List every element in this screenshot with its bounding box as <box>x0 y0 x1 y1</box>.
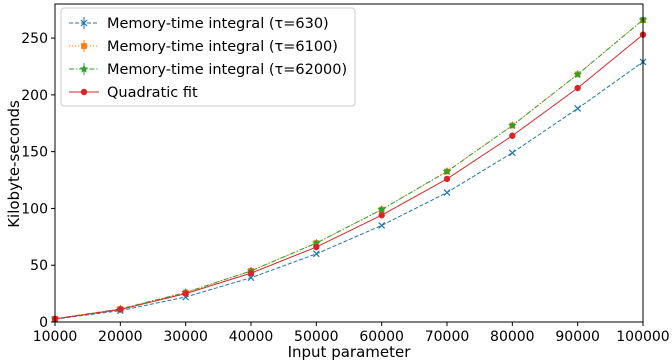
y-axis-label: Kilobyte-seconds <box>5 100 23 228</box>
y-tick-label-3: 100 <box>21 201 48 217</box>
data-point-4-6 <box>378 212 385 219</box>
data-point-3-9 <box>573 69 583 79</box>
legend-entry-1: Memory-time integral (τ=630) <box>69 16 329 32</box>
y-tick-label-4: 150 <box>21 145 48 161</box>
x-tick-label-7: 70000 <box>425 329 470 345</box>
legend-entry-4: Quadratic fit <box>69 85 198 101</box>
data-point-4-5 <box>313 243 320 251</box>
legend-box <box>60 7 356 107</box>
data-point-4-4 <box>247 269 255 277</box>
data-point-1-9 <box>574 105 582 112</box>
x-axis-label: Input parameter <box>288 343 412 360</box>
y-tick-label-2: 50 <box>30 258 48 274</box>
data-point-1-7 <box>443 189 451 196</box>
data-point-3-7 <box>442 166 452 176</box>
x-tick-label-5: 50000 <box>294 329 339 345</box>
legend: Memory-time integral (τ=630) Memory-time … <box>60 7 356 107</box>
legend-entry-3: Memory-time integral (τ=62000) <box>69 62 347 78</box>
x-tick-label-9: 90000 <box>555 329 600 345</box>
data-point-1-5 <box>312 250 320 258</box>
legend-marker-2 <box>81 43 87 49</box>
data-point-4-8 <box>509 132 516 139</box>
legend-label-1: Memory-time integral (τ=630) <box>107 16 329 32</box>
data-point-4-3 <box>182 290 189 297</box>
legend-entry-2: Memory-time integral (τ=6100) <box>69 39 338 55</box>
series-line-4 <box>54 34 644 320</box>
legend-label-3: Memory-time integral (τ=62000) <box>107 62 347 78</box>
x-tick-label-1: 10000 <box>33 329 78 345</box>
axes-layer: 10000 20000 30000 40000 50000 60000 70000 80000… <box>21 3 670 345</box>
x-tick-label-3: 30000 <box>163 329 208 345</box>
legend-label-4: Quadratic fit <box>107 85 198 101</box>
data-point-4-7 <box>443 175 451 183</box>
legend-label-2: Memory-time integral (τ=6100) <box>107 39 338 55</box>
data-point-1-8 <box>508 149 516 157</box>
y-tick-label-6: 250 <box>21 31 48 47</box>
plot-frame <box>54 3 644 323</box>
data-point-4-2 <box>117 306 124 313</box>
data-point-1-4 <box>247 274 255 282</box>
x-tick-label-8: 80000 <box>490 329 535 345</box>
series-line-1 <box>54 61 644 320</box>
data-point-1-6 <box>378 222 386 229</box>
data-point-3-6 <box>377 204 387 214</box>
y-tick-label-1: 0 <box>39 315 48 331</box>
x-tick-label-10: 100000 <box>616 329 669 345</box>
legend-marker-1 <box>80 19 88 27</box>
x-tick-label-6: 60000 <box>359 329 404 345</box>
data-point-3-8 <box>507 120 517 130</box>
series-line-3 <box>54 19 644 320</box>
legend-marker-4 <box>80 88 88 96</box>
x-tick-label-2: 20000 <box>98 329 143 345</box>
legend-marker-3 <box>79 64 89 73</box>
data-point-4-9 <box>574 84 581 92</box>
x-tick-label-4: 40000 <box>229 329 274 345</box>
series-1 <box>51 58 647 323</box>
y-tick-label-5: 200 <box>21 88 48 104</box>
